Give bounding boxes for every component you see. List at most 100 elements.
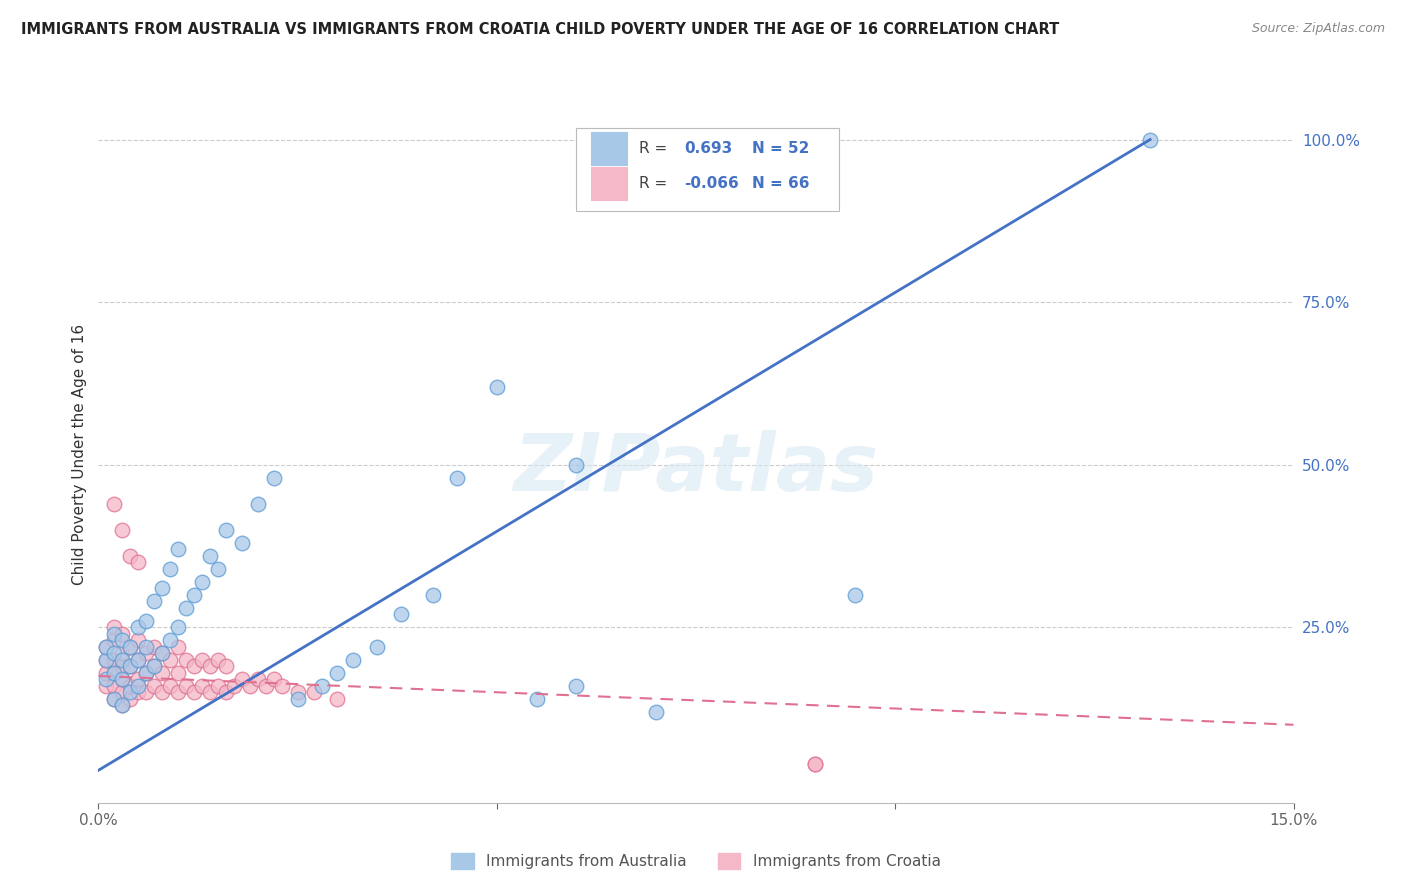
Point [96, 665, 118, 680]
Point [191, 653, 214, 667]
Point [804, 756, 827, 771]
Point [167, 685, 190, 699]
Point [111, 653, 134, 667]
Point [135, 685, 157, 699]
Point [150, 685, 173, 699]
Text: -0.066: -0.066 [685, 176, 738, 191]
Point [222, 679, 245, 693]
Text: Source: ZipAtlas.com: Source: ZipAtlas.com [1251, 22, 1385, 36]
Point [198, 549, 221, 563]
Point [287, 685, 309, 699]
Point [103, 665, 125, 680]
Point [191, 574, 214, 589]
FancyBboxPatch shape [576, 128, 839, 211]
Text: 0.693: 0.693 [685, 141, 733, 156]
Point [159, 633, 181, 648]
Point [159, 653, 181, 667]
Point [120, 549, 142, 563]
Point [111, 698, 134, 713]
Point [150, 665, 173, 680]
Point [96, 653, 118, 667]
Point [127, 555, 149, 569]
Point [111, 698, 134, 713]
Point [135, 640, 157, 654]
Point [198, 685, 221, 699]
Point [422, 588, 444, 602]
Point [103, 626, 125, 640]
Point [159, 679, 181, 693]
Point [111, 672, 134, 686]
Point [231, 535, 253, 549]
Point [207, 653, 229, 667]
Point [120, 691, 142, 706]
Point [96, 640, 118, 654]
Point [135, 646, 157, 660]
Point [263, 471, 285, 485]
Point [207, 562, 229, 576]
Point [150, 646, 173, 660]
Point [103, 497, 125, 511]
Point [127, 653, 149, 667]
Point [326, 691, 349, 706]
Point [215, 659, 238, 673]
Legend: Immigrants from Australia, Immigrants from Croatia: Immigrants from Australia, Immigrants fr… [446, 847, 946, 875]
Point [844, 588, 866, 602]
Point [804, 756, 827, 771]
Point [167, 620, 190, 634]
Point [120, 659, 142, 673]
Point [287, 691, 309, 706]
Point [389, 607, 412, 622]
Point [198, 659, 221, 673]
Point [103, 679, 125, 693]
Point [342, 653, 364, 667]
Point [103, 665, 125, 680]
Point [231, 672, 253, 686]
Point [103, 653, 125, 667]
Point [103, 646, 125, 660]
Point [127, 633, 149, 648]
Text: IMMIGRANTS FROM AUSTRALIA VS IMMIGRANTS FROM CROATIA CHILD POVERTY UNDER THE AGE: IMMIGRANTS FROM AUSTRALIA VS IMMIGRANTS … [21, 22, 1059, 37]
Point [143, 594, 166, 608]
Point [565, 679, 588, 693]
Point [127, 679, 149, 693]
Point [167, 542, 190, 557]
Point [127, 620, 149, 634]
Bar [591, 132, 627, 166]
Point [1139, 132, 1161, 146]
Text: R =: R = [638, 141, 672, 156]
Point [270, 679, 292, 693]
Point [191, 679, 214, 693]
Point [120, 659, 142, 673]
Point [111, 646, 134, 660]
Point [302, 685, 325, 699]
Point [143, 659, 166, 673]
Point [174, 653, 197, 667]
Text: R =: R = [638, 176, 672, 191]
Point [174, 600, 197, 615]
Point [150, 581, 173, 595]
Point [645, 705, 668, 719]
Point [135, 614, 157, 628]
Point [111, 659, 134, 673]
Point [96, 640, 118, 654]
Point [366, 640, 388, 654]
Point [565, 458, 588, 472]
Point [246, 497, 269, 511]
Point [183, 588, 205, 602]
Point [120, 685, 142, 699]
Point [174, 679, 197, 693]
Point [143, 679, 166, 693]
Point [127, 672, 149, 686]
Point [111, 685, 134, 699]
Point [103, 620, 125, 634]
Point [183, 685, 205, 699]
Point [254, 679, 277, 693]
Point [311, 679, 333, 693]
Point [246, 672, 269, 686]
Point [263, 672, 285, 686]
Point [127, 685, 149, 699]
Bar [591, 167, 627, 201]
Point [103, 691, 125, 706]
Point [167, 640, 190, 654]
Point [103, 691, 125, 706]
